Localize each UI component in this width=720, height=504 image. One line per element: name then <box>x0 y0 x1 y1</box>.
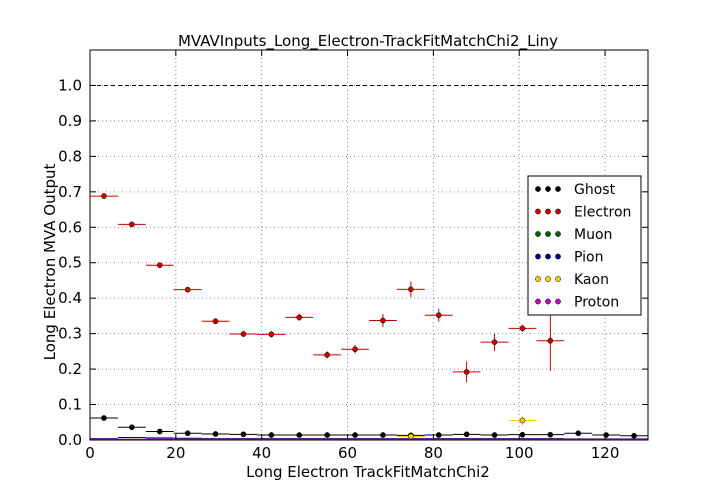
y-tick-label: 0.0 <box>58 431 82 449</box>
data-point <box>101 193 107 199</box>
y-tick-label: 1.0 <box>58 76 82 94</box>
data-point <box>156 262 163 269</box>
data-point <box>463 431 470 438</box>
legend-marker <box>555 276 561 282</box>
legend-item-ghost: Ghost <box>535 182 616 198</box>
y-tick-label: 0.4 <box>58 289 82 307</box>
legend-marker <box>545 298 551 305</box>
data-point <box>491 339 498 345</box>
legend-marker <box>555 208 561 215</box>
data-point <box>631 432 637 439</box>
y-axis-label: Long Electron MVA Output <box>41 164 59 361</box>
data-point <box>352 432 358 438</box>
data-point <box>240 431 247 438</box>
data-point <box>156 428 163 435</box>
data-point <box>184 286 191 293</box>
series-kaon <box>396 415 537 440</box>
x-tick-label: 60 <box>338 444 357 462</box>
data-point <box>352 346 358 353</box>
data-point <box>519 325 526 332</box>
legend-marker <box>555 186 561 192</box>
x-tick-label: 120 <box>591 444 620 462</box>
legend-marker <box>535 186 541 192</box>
legend-box <box>527 175 642 316</box>
data-point <box>212 431 219 437</box>
chart-title: MVAVInputs_Long_Electron-TrackFitMatchCh… <box>178 32 558 51</box>
data-point <box>408 433 414 440</box>
legend-item-pion: Pion <box>535 250 603 266</box>
x-tick-label: 20 <box>166 444 185 462</box>
legend-marker <box>535 298 541 305</box>
plot-frame <box>89 49 649 441</box>
legend-marker <box>545 186 551 192</box>
data-point <box>435 432 442 438</box>
data-point <box>296 314 303 321</box>
data-point <box>519 431 526 438</box>
x-tick-label: 0 <box>85 444 95 462</box>
legend-marker <box>555 253 561 260</box>
legend-label: Pion <box>574 250 603 266</box>
y-tick-label: 0.9 <box>58 112 82 130</box>
y-tick-label: 0.7 <box>58 183 82 201</box>
data-point <box>101 415 107 421</box>
y-tick-label: 0.1 <box>58 396 82 414</box>
legend-label: Electron <box>574 205 631 221</box>
x-axis-label: Long Electron TrackFitMatchChi2 <box>246 463 490 481</box>
legend-label: Proton <box>574 295 619 311</box>
data-point <box>184 430 191 437</box>
legend-marker <box>535 208 541 215</box>
x-tick-label: 40 <box>252 444 271 462</box>
y-tick-label: 0.8 <box>58 147 82 165</box>
data-point <box>212 318 219 325</box>
data-point <box>603 432 610 438</box>
data-point <box>463 369 470 375</box>
series-electron <box>90 193 565 383</box>
data-point <box>129 424 135 431</box>
data-point <box>519 417 526 424</box>
legend-label: Ghost <box>574 182 616 198</box>
legend-marker <box>535 276 541 282</box>
legend-label: Muon <box>574 227 612 243</box>
legend-item-proton: Proton <box>535 295 619 311</box>
data-point <box>408 286 414 293</box>
x-tick-label: 100 <box>505 444 534 462</box>
y-tick-label: 0.2 <box>58 360 82 378</box>
legend-marker <box>545 231 551 237</box>
y-tick-label: 0.5 <box>58 254 82 272</box>
legend-item-kaon: Kaon <box>535 272 609 288</box>
data-point <box>491 432 498 438</box>
x-tick-label: 80 <box>424 444 443 462</box>
data-point <box>380 432 386 438</box>
legend: Ghost Electron Muon Pion Kaon Proton <box>527 175 642 316</box>
legend-marker <box>545 276 551 282</box>
data-point <box>240 331 247 337</box>
data-point <box>296 432 303 438</box>
legend-marker <box>535 231 541 237</box>
data-layer <box>90 193 648 440</box>
legend-marker <box>545 253 551 260</box>
legend-item-muon: Muon <box>535 227 612 243</box>
data-point <box>435 312 442 319</box>
legend-item-electron: Electron <box>535 205 631 221</box>
data-point <box>324 352 330 358</box>
y-tick-label: 0.3 <box>58 325 82 343</box>
data-point <box>324 432 330 438</box>
legend-marker <box>555 298 561 305</box>
legend-label: Kaon <box>574 272 609 288</box>
data-point <box>547 337 554 344</box>
y-tick-label: 0.6 <box>58 218 82 236</box>
ticks: 0 20 40 60 80 100 120 0.0 0.1 0.2 0.3 0.4 0.5 0.6 0.7 0… <box>58 50 648 462</box>
data-point <box>575 430 582 437</box>
legend-marker <box>545 208 551 215</box>
legend-marker <box>555 231 561 237</box>
data-point <box>547 431 554 438</box>
data-point <box>380 317 386 324</box>
data-point <box>268 432 275 438</box>
data-point <box>268 331 275 338</box>
legend-items: Ghost Electron Muon Pion Kaon Proton <box>535 182 631 311</box>
data-point <box>129 221 135 228</box>
legend-marker <box>535 253 541 260</box>
